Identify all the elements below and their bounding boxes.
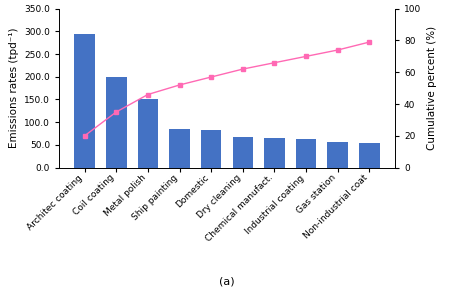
Bar xyxy=(106,77,127,168)
Bar xyxy=(296,140,316,168)
Bar xyxy=(74,34,95,168)
Y-axis label: Cumulative percent (%): Cumulative percent (%) xyxy=(427,26,437,150)
Y-axis label: Emissions rates (tpd⁻¹): Emissions rates (tpd⁻¹) xyxy=(9,28,19,148)
Text: (a): (a) xyxy=(219,276,235,286)
Bar xyxy=(264,138,285,168)
Bar xyxy=(201,130,222,168)
Bar xyxy=(138,99,158,168)
Bar xyxy=(169,129,190,168)
Bar xyxy=(359,143,380,168)
Bar xyxy=(232,137,253,168)
Bar xyxy=(327,142,348,168)
